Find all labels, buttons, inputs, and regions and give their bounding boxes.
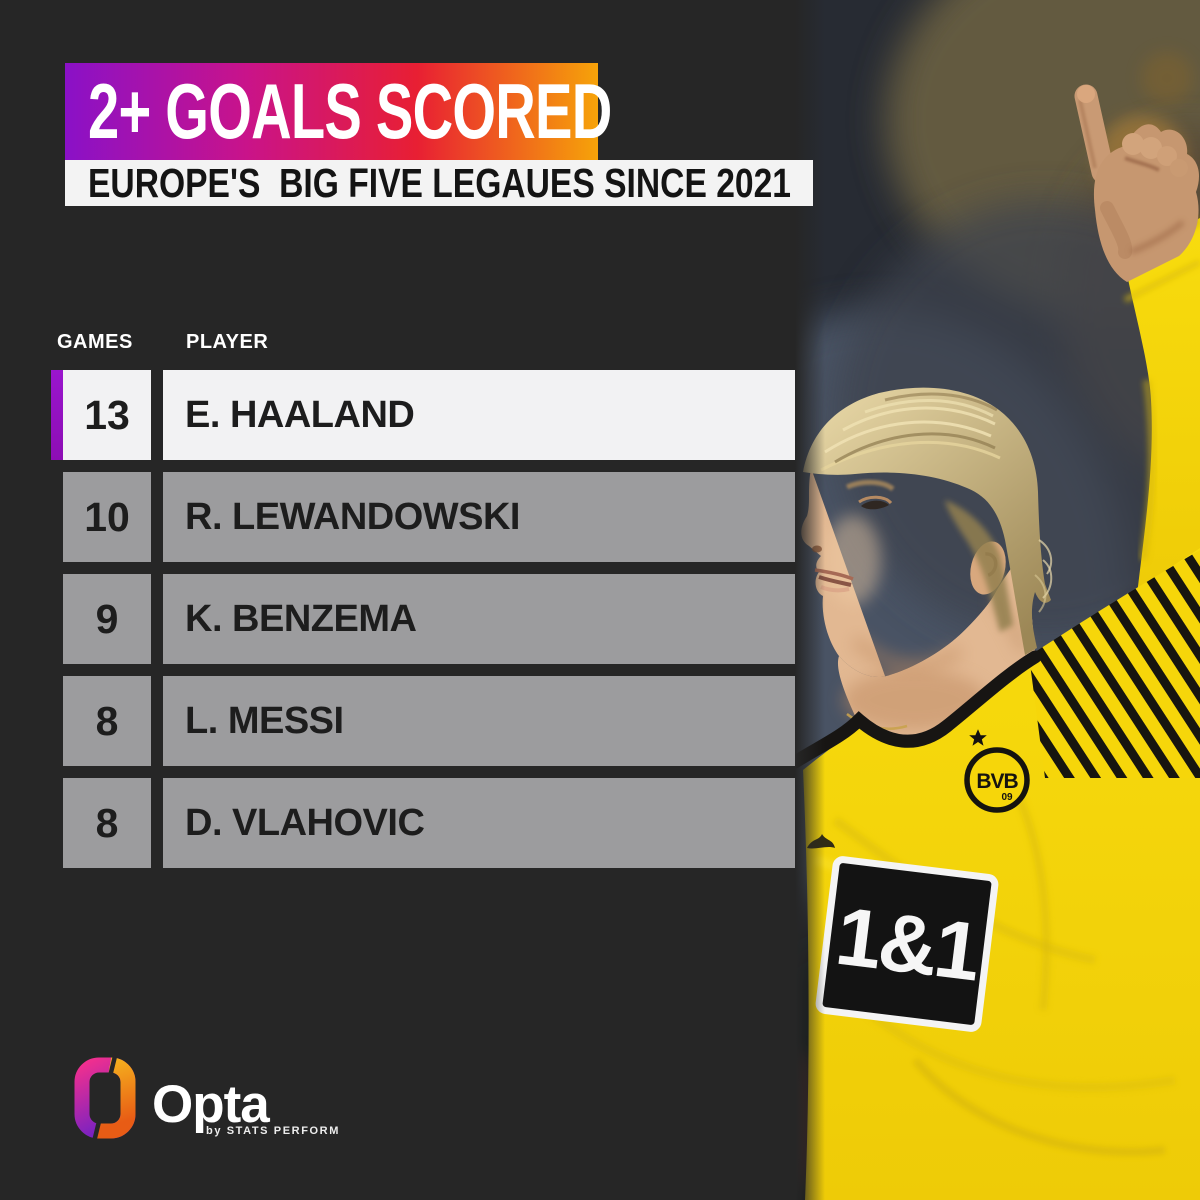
player-name: L. MESSI	[185, 699, 344, 742]
bokeh-light	[1141, 52, 1193, 104]
title-banner: 2+ GOALS SCORED	[65, 63, 612, 160]
games-value: 9	[95, 595, 119, 642]
games-value: 10	[84, 493, 130, 540]
player-cell: K. BENZEMA	[163, 574, 795, 664]
hair	[803, 387, 1053, 655]
star-icon	[969, 729, 987, 746]
table-row: 13 E. HAALAND	[51, 370, 795, 460]
column-header-games: GAMES	[57, 331, 133, 353]
highlight-bar	[51, 676, 63, 766]
collar	[795, 650, 1042, 769]
player-name: K. BENZEMA	[185, 597, 417, 640]
games-value: 8	[95, 697, 119, 744]
eye	[858, 495, 893, 510]
player-cell: R. LEWANDOWSKI	[163, 472, 795, 562]
player-photo: BVB 09 1&1	[795, 0, 1200, 1200]
games-cell: 13	[63, 370, 151, 460]
raised-arm	[1074, 84, 1200, 612]
player-name: R. LEWANDOWSKI	[185, 495, 520, 538]
brand-tagline: by STATS PERFORM	[206, 1125, 340, 1137]
games-cell: 8	[63, 778, 151, 868]
column-header-player: PLAYER	[186, 331, 269, 353]
pointing-hand	[1074, 84, 1199, 282]
shoulder-stripes	[1029, 550, 1200, 778]
highlight-bar	[51, 370, 63, 460]
page-subtitle: EUROPE'S BIG FIVE LEGAUES SINCE 2021	[88, 159, 792, 206]
player-cell: E. HAALAND	[163, 370, 795, 460]
opta-logo-icon	[74, 1054, 136, 1142]
table-row: 10 R. LEWANDOWSKI	[51, 472, 795, 562]
highlight-bar	[51, 778, 63, 868]
badge-text: BVB	[976, 770, 1018, 793]
sponsor-text: 1&1	[831, 891, 984, 999]
games-cell: 10	[63, 472, 151, 562]
player-name: E. HAALAND	[185, 393, 415, 436]
games-value: 13	[84, 391, 130, 438]
player-cell: L. MESSI	[163, 676, 795, 766]
table-row: 8 L. MESSI	[51, 676, 795, 766]
player-head	[801, 387, 1053, 742]
eyebrow	[845, 479, 895, 492]
highlight-bar	[51, 574, 63, 664]
table-rows: 13 E. HAALAND 10 R. LEWANDOWSKI 9 K. BEN…	[51, 370, 795, 880]
bvb-badge: BVB 09	[964, 747, 1030, 813]
player-cell: D. VLAHOVIC	[163, 778, 795, 868]
highlight-bar	[51, 472, 63, 562]
subtitle-strip: EUROPE'S BIG FIVE LEGAUES SINCE 2021	[65, 160, 813, 206]
table-row: 8 D. VLAHOVIC	[51, 778, 795, 868]
games-value: 8	[95, 799, 119, 846]
page-title: 2+ GOALS SCORED	[88, 68, 612, 155]
games-cell: 8	[63, 676, 151, 766]
player-name: D. VLAHOVIC	[185, 801, 425, 844]
table-row: 9 K. BENZEMA	[51, 574, 795, 664]
badge-number: 09	[1001, 792, 1013, 803]
jersey: BVB 09 1&1	[795, 548, 1200, 1200]
games-cell: 9	[63, 574, 151, 664]
brand-name: Opta	[152, 1075, 270, 1134]
sponsor-patch: 1&1	[815, 856, 999, 1032]
